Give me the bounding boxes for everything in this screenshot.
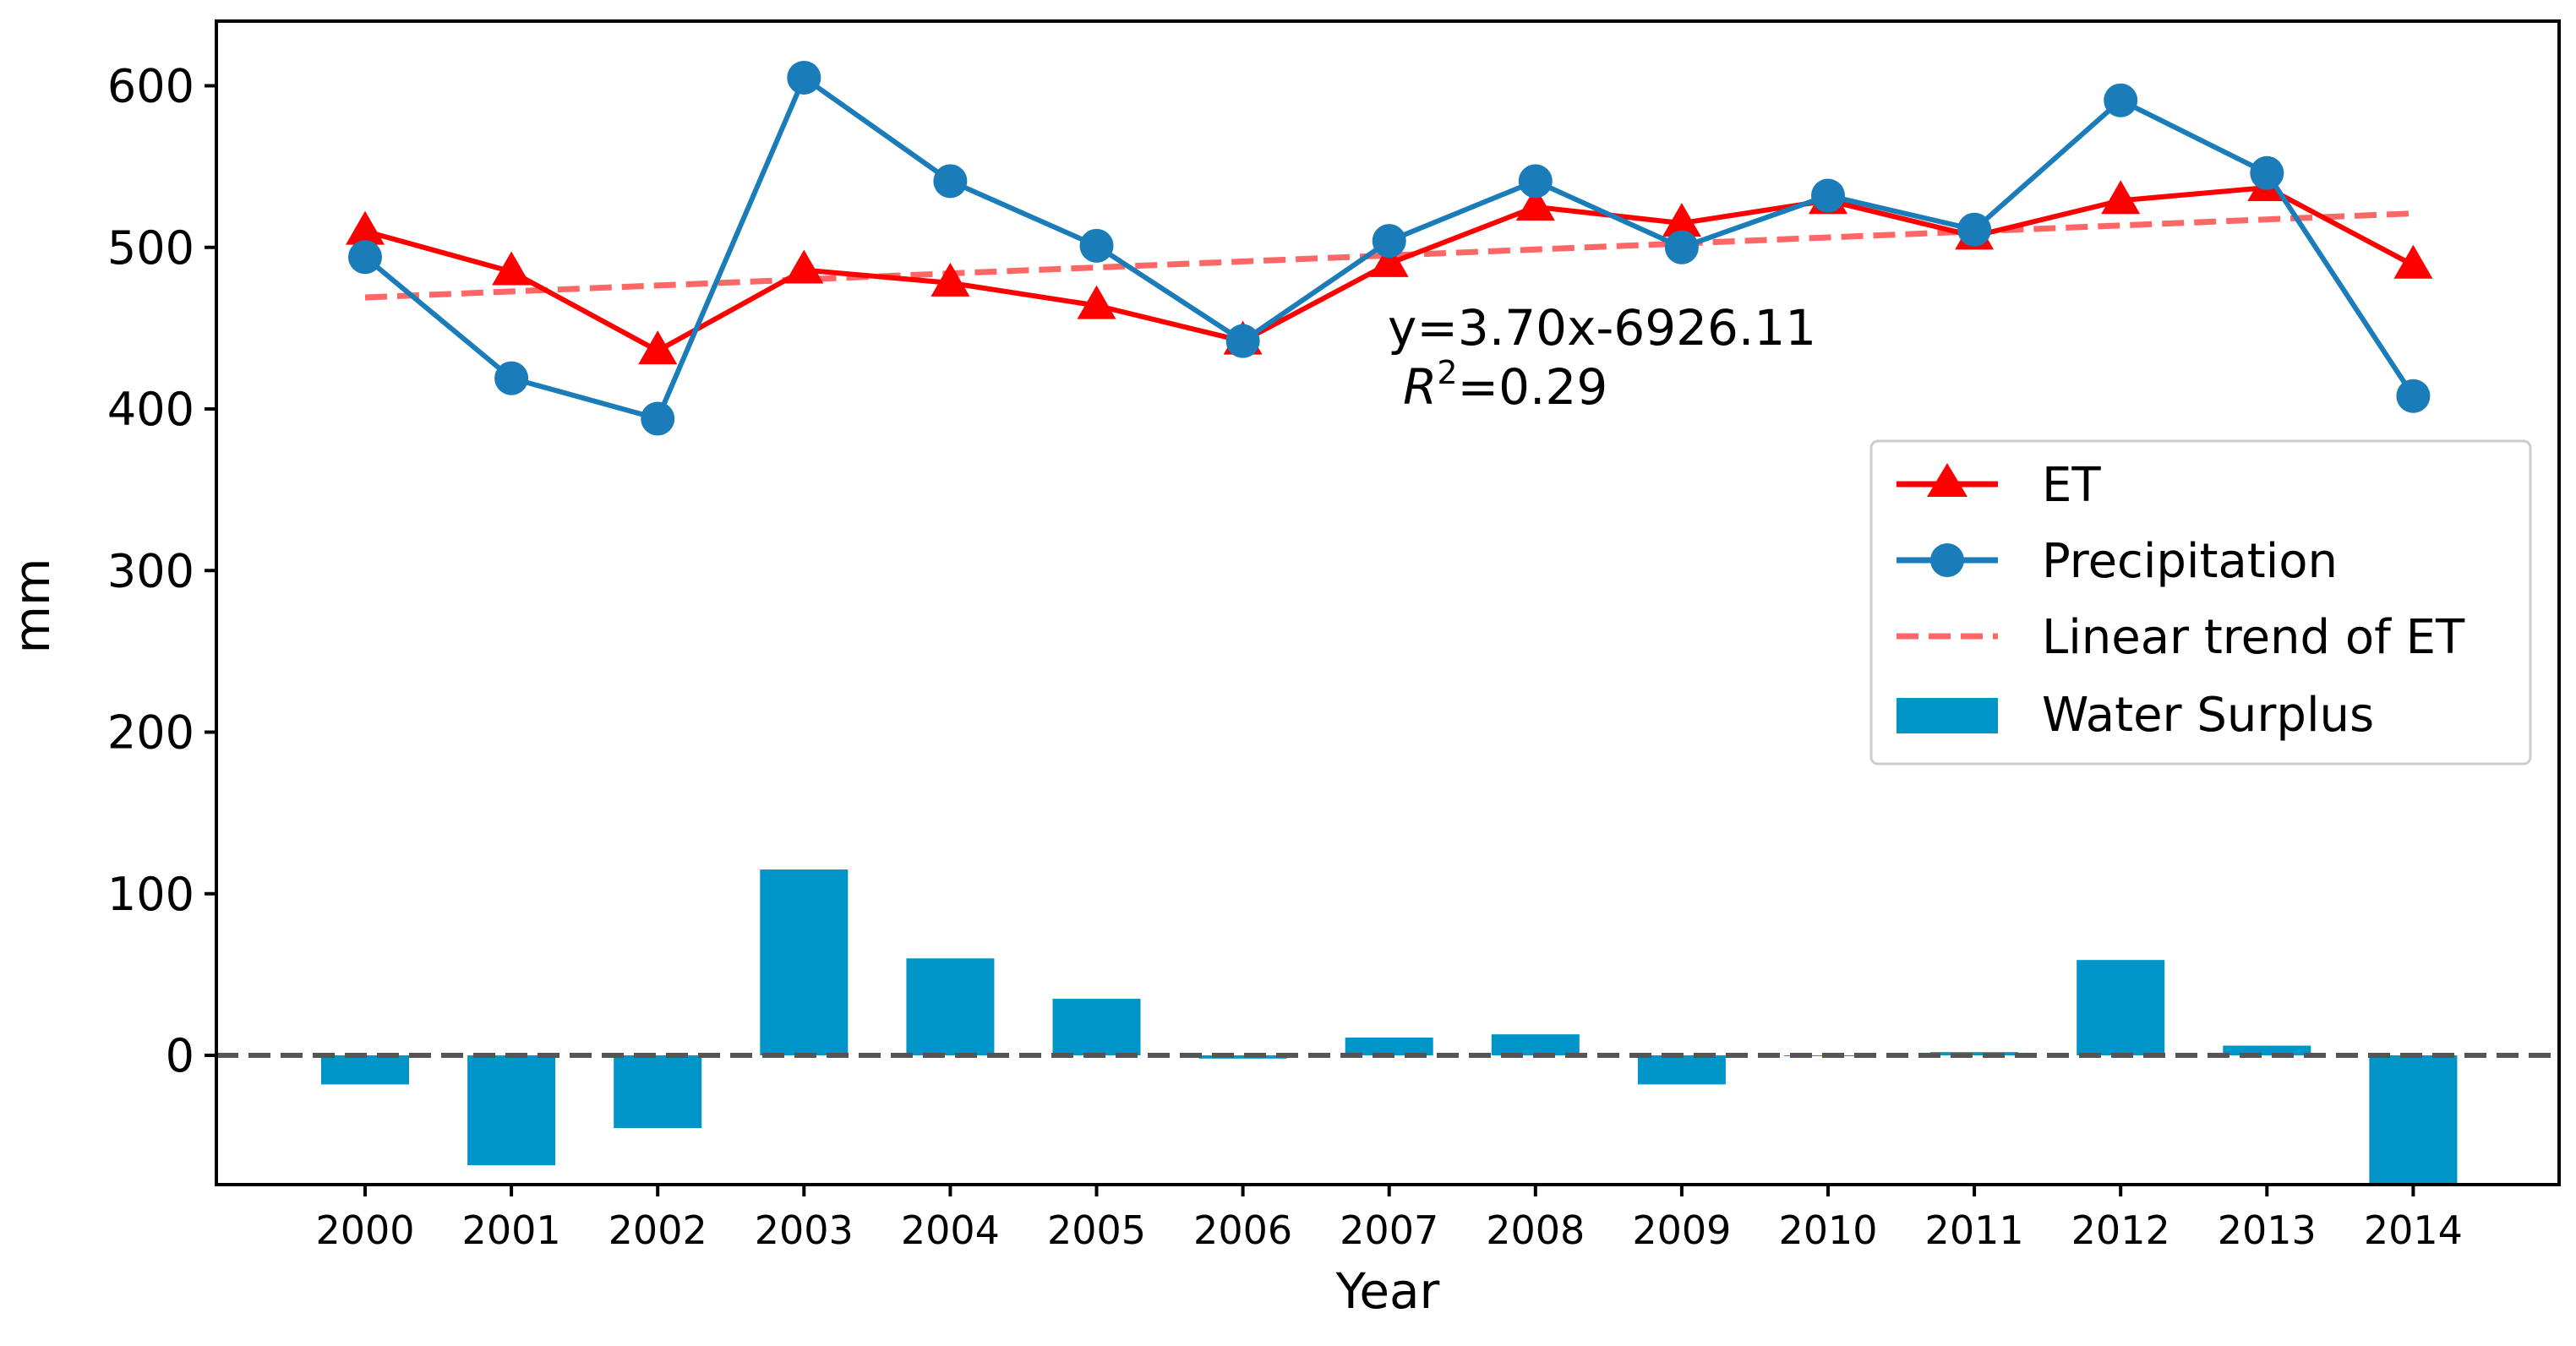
water-surplus-bar [1198,1055,1287,1059]
water-surplus-bar [1637,1055,1726,1085]
precipitation-point [1957,212,1992,247]
x-tick-label: 2005 [1047,1207,1146,1253]
water-surplus-bar [2077,960,2165,1055]
et-point [784,249,824,284]
et-point [638,330,678,365]
precipitation-point [1225,324,1260,358]
precipitation-point [933,164,968,199]
legend-item-water-surplus: Water Surplus [1897,688,2374,743]
et-point [1662,203,1701,237]
legend-label-water-surplus: Water Surplus [2042,688,2374,743]
legend-label-precipitation: Precipitation [2042,534,2338,589]
precipitation-point [1811,178,1845,213]
precipitation-point [2250,155,2284,190]
precipitation-point [787,60,821,95]
y-tick-label: 500 [107,221,194,275]
water-surplus-bar [760,869,849,1055]
legend-precip-marker [1930,543,1964,577]
x-tick-label: 2013 [2218,1207,2317,1253]
legend-box [1869,439,2532,766]
et-point [346,210,385,245]
precipitation-point [641,401,675,436]
r2-superscript: 2 [1437,354,1457,391]
precipitation-point [2104,83,2138,117]
water-surplus-bar [467,1055,556,1166]
et-point [1515,186,1555,221]
legend-item-trend: Linear trend of ET [1897,610,2465,665]
x-tick-label: 2009 [1632,1207,1731,1253]
legend-label-trend: Linear trend of ET [2042,610,2465,665]
x-axis-title: Year [1335,1262,1440,1320]
water-surplus-bar [1930,1052,2019,1055]
precipitation-point [348,240,382,275]
y-axis-title: mm [3,559,61,654]
precipitation-point [2396,379,2431,413]
x-tick-label: 2001 [462,1207,561,1253]
x-tick-label: 2003 [755,1207,854,1253]
et-point [1369,242,1409,277]
legend-item-precipitation: Precipitation [1897,534,2338,589]
trend-annotation: y=3.70x-6926.11 R2=0.29 [1388,299,1816,416]
y-tick-label: 100 [107,868,194,921]
precipitation-point [494,361,529,395]
trend-layer [364,210,2414,301]
y-tick-label: 0 [166,1029,194,1082]
precipitation-point [1372,224,1406,259]
precipitation-point [1079,228,1114,263]
et-point [2393,244,2433,279]
x-axis-ticks: 2000 2001 2002 2003 2004 2005 2006 2007 2008 2009… [315,1185,2463,1253]
series-lines-layer [346,60,2433,436]
trend-r2: R2=0.29 [1403,354,1607,416]
et-point [492,251,532,286]
water-surplus-bar [1052,999,1141,1055]
trend-equation: y=3.70x-6926.11 [1388,299,1816,357]
x-tick-label: 2011 [1925,1207,2024,1253]
r2-symbol: R [1403,358,1437,416]
precipitation-point [1664,230,1699,264]
y-tick-label: 600 [107,60,194,113]
water-surplus-bar [906,958,995,1055]
legend-label-et: ET [2042,458,2101,513]
water-surplus-bar [614,1055,702,1129]
et-linear-trend-line [364,210,2414,301]
legend: ET Precipitation Linear trend of ET Wate… [1869,439,2532,766]
precipitation-point [1518,164,1553,199]
et-point [2101,180,2141,215]
x-tick-label: 2012 [2071,1207,2170,1253]
plot-frame [215,19,2561,1186]
x-tick-label: 2000 [315,1207,414,1253]
et-point [1077,285,1116,319]
water-surplus-bar [1491,1034,1580,1055]
water-surplus-bar [2223,1045,2311,1055]
et-point [931,262,970,297]
x-tick-label: 2010 [1778,1207,1877,1253]
x-tick-label: 2008 [1486,1207,1585,1253]
x-tick-label: 2007 [1340,1207,1438,1253]
r2-value: =0.29 [1458,358,1608,416]
y-tick-label: 200 [107,706,194,760]
legend-surplus-swatch [1897,698,1998,733]
legend-item-et: ET [1897,458,2101,513]
water-surplus-bar [2369,1055,2458,1185]
bars-layer [321,869,2458,1185]
water-surplus-bar [1345,1037,1433,1055]
y-tick-label: 400 [107,383,194,436]
x-tick-label: 2006 [1193,1207,1292,1253]
x-tick-label: 2002 [609,1207,707,1253]
water-surplus-bar [321,1055,409,1085]
y-tick-label: 300 [107,544,194,597]
legend-et-marker [1927,463,1967,497]
y-axis-ticks: 0 100 200 300 400 500 600 [107,60,216,1082]
x-tick-label: 2014 [2364,1207,2463,1253]
x-tick-label: 2004 [901,1207,1000,1253]
